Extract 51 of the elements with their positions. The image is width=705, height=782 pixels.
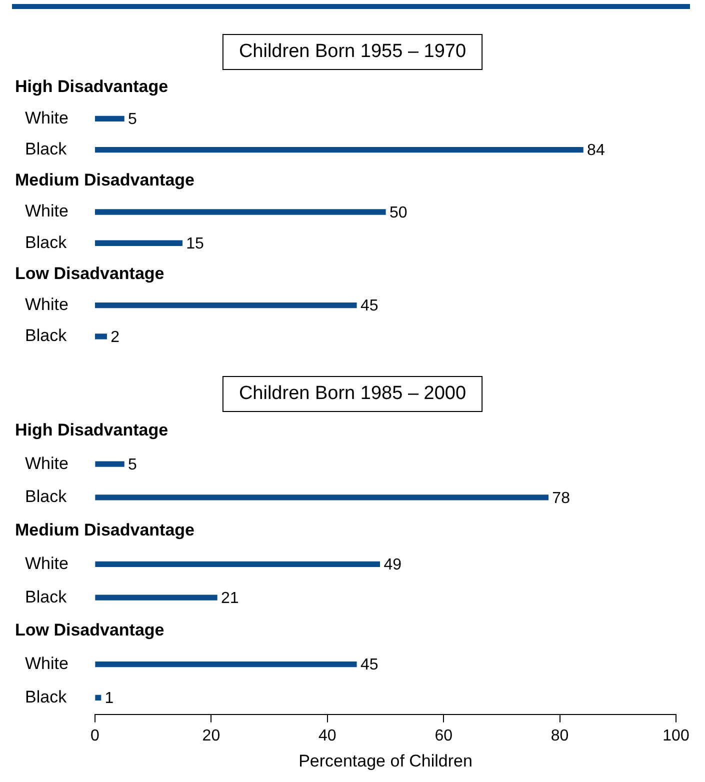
y-tick-label: Black xyxy=(25,687,68,706)
y-tick-label: Medium Disadvantage xyxy=(15,520,194,540)
y-tick-label: Black xyxy=(25,139,68,158)
y-tick-label: High Disadvantage xyxy=(15,77,168,96)
data-label: 50 xyxy=(390,204,408,222)
bar xyxy=(95,146,584,153)
chart-title: Children Born 1955 – 1970 xyxy=(238,41,466,62)
y-tick-label: Black xyxy=(25,587,68,606)
x-tick-label: 0 xyxy=(90,727,100,744)
data-label: 15 xyxy=(186,236,204,253)
bar xyxy=(95,240,182,246)
x-tick-label: 40 xyxy=(318,727,336,744)
y-tick-label: White xyxy=(25,554,68,573)
y-tick-label: Medium Disadvantage xyxy=(15,170,194,190)
x-tick-label: 60 xyxy=(434,727,453,744)
y-tick-label: White xyxy=(25,654,68,674)
y-tick-label: White xyxy=(25,108,68,128)
y-tick-label: Black xyxy=(25,232,68,252)
bar xyxy=(95,561,380,568)
data-label: 45 xyxy=(360,298,378,315)
bar xyxy=(95,662,357,668)
y-tick-label: High Disadvantage xyxy=(15,420,168,440)
y-tick-label: White xyxy=(25,295,68,314)
chart-title: Children Born 1985 – 2000 xyxy=(238,383,466,404)
y-tick-label: White xyxy=(25,454,68,473)
data-label: 5 xyxy=(128,111,138,128)
bar xyxy=(95,334,107,340)
bar xyxy=(95,116,124,122)
data-label: 1 xyxy=(104,690,114,708)
data-label: 45 xyxy=(360,656,378,674)
y-tick-label: Low Disadvantage xyxy=(15,620,164,640)
data-label: 21 xyxy=(221,590,239,607)
data-label: 84 xyxy=(587,142,605,160)
bar xyxy=(95,494,549,500)
x-tick-label: 80 xyxy=(550,727,569,744)
bar xyxy=(95,209,386,215)
bar xyxy=(95,594,218,600)
y-tick-label: Black xyxy=(25,487,68,506)
data-label: 78 xyxy=(552,490,570,507)
x-tick-label: 20 xyxy=(202,727,220,744)
y-tick-label: White xyxy=(25,202,68,221)
x-tick-label: 100 xyxy=(662,727,690,744)
bar xyxy=(95,302,357,308)
x-axis-title: Percentage of Children xyxy=(298,751,472,770)
data-label: 49 xyxy=(384,556,402,574)
data-label: 5 xyxy=(128,456,138,474)
bar xyxy=(95,461,124,467)
y-tick-label: Low Disadvantage xyxy=(15,264,164,283)
bar xyxy=(95,694,102,701)
data-label: 2 xyxy=(110,328,120,346)
y-tick-label: Black xyxy=(25,326,68,346)
